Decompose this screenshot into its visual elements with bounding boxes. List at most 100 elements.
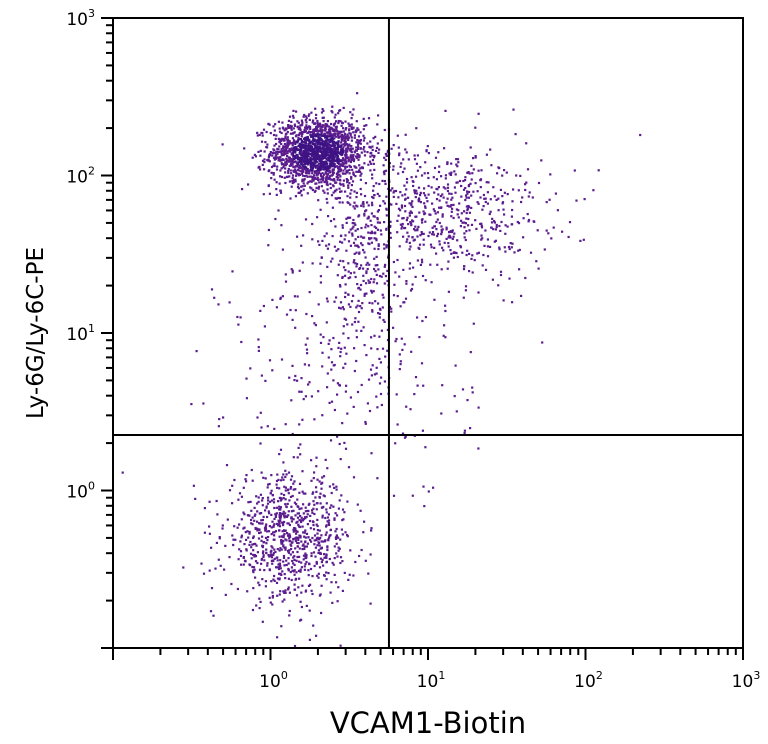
event-point <box>400 162 403 165</box>
event-point <box>405 405 408 408</box>
event-point <box>411 283 414 286</box>
event-point <box>486 255 490 258</box>
event-point <box>326 142 329 145</box>
event-point <box>324 533 327 536</box>
event-point <box>301 584 304 587</box>
event-point <box>360 242 363 245</box>
event-point <box>282 545 285 548</box>
event-point <box>401 225 404 228</box>
event-point <box>336 555 339 558</box>
event-point <box>481 237 484 240</box>
event-point <box>323 132 326 135</box>
event-point <box>409 245 412 248</box>
event-point <box>514 133 517 136</box>
event-point <box>262 304 265 308</box>
event-point <box>257 496 260 499</box>
event-point <box>318 162 321 165</box>
event-point <box>337 157 340 160</box>
event-point <box>432 233 435 236</box>
event-point <box>245 474 248 477</box>
event-point <box>346 133 349 136</box>
event-point <box>272 552 275 555</box>
event-point <box>424 279 427 282</box>
event-point <box>292 139 296 142</box>
event-point <box>494 239 497 242</box>
event-point <box>312 174 316 177</box>
event-point <box>545 201 548 204</box>
event-point <box>319 262 322 265</box>
event-point <box>221 143 224 146</box>
event-point <box>370 241 373 244</box>
event-point <box>511 242 514 245</box>
event-point <box>267 156 270 159</box>
event-point <box>266 562 269 565</box>
event-point <box>259 411 262 414</box>
event-point <box>354 275 357 279</box>
event-point <box>460 195 463 198</box>
event-point <box>318 171 321 174</box>
event-point <box>337 121 340 125</box>
event-point <box>302 554 306 557</box>
event-point <box>467 224 470 227</box>
event-point <box>419 166 422 169</box>
event-point <box>334 197 337 200</box>
event-point <box>348 158 351 161</box>
event-point <box>268 525 271 528</box>
event-point <box>271 154 274 157</box>
event-point <box>305 124 308 127</box>
event-point <box>567 235 570 239</box>
event-point <box>446 186 450 189</box>
event-point <box>271 562 274 565</box>
event-point <box>413 190 416 193</box>
event-point <box>374 300 377 303</box>
event-point <box>283 142 286 146</box>
event-point <box>292 482 295 485</box>
event-point <box>339 556 343 559</box>
event-point <box>512 188 515 191</box>
event-point <box>277 519 280 522</box>
event-point <box>321 414 324 417</box>
event-point <box>294 540 297 543</box>
event-point <box>336 157 339 160</box>
event-point <box>375 282 379 285</box>
event-point <box>503 191 506 194</box>
event-point <box>325 177 328 181</box>
event-point <box>293 563 296 566</box>
event-point <box>332 148 335 151</box>
event-point <box>341 147 344 150</box>
event-point <box>245 377 248 380</box>
event-point <box>285 505 288 508</box>
event-point <box>284 486 287 489</box>
event-point <box>369 553 372 556</box>
event-point <box>292 155 295 158</box>
event-point <box>347 136 351 139</box>
event-point <box>405 151 408 154</box>
event-point <box>278 593 281 596</box>
event-point <box>326 516 330 519</box>
event-point <box>493 195 496 198</box>
event-point <box>424 220 427 223</box>
event-point <box>250 546 253 549</box>
event-point <box>483 244 486 247</box>
event-point <box>317 185 321 188</box>
event-point <box>304 510 307 513</box>
event-point <box>271 493 274 497</box>
event-point <box>347 160 350 163</box>
event-point <box>324 125 327 128</box>
event-point <box>341 163 344 166</box>
event-point <box>501 174 504 177</box>
event-point <box>335 527 338 531</box>
y-tick-label: 101 <box>66 322 95 345</box>
event-point <box>340 139 344 142</box>
event-point <box>258 133 261 137</box>
event-point <box>370 277 373 281</box>
event-point <box>373 334 376 337</box>
event-point <box>336 132 340 135</box>
event-point <box>378 274 381 278</box>
event-point <box>322 120 325 123</box>
event-point <box>298 165 302 168</box>
event-point <box>413 189 416 192</box>
event-point <box>283 564 286 567</box>
event-point <box>284 529 287 532</box>
event-point <box>300 618 303 621</box>
